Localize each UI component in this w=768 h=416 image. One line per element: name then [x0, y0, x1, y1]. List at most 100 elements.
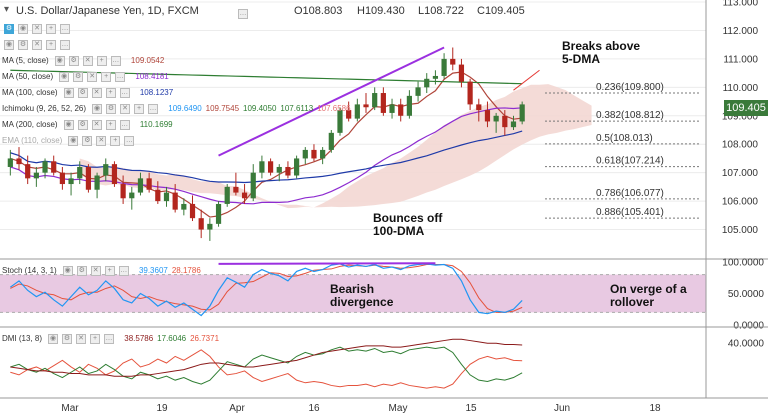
eye-icon[interactable]: ◉ [54, 56, 65, 66]
time-tick-label: Apr [229, 403, 245, 414]
candle-body [146, 178, 152, 190]
add-icon[interactable]: + [104, 266, 115, 276]
more-icon[interactable]: … [238, 9, 248, 19]
remove-icon[interactable]: ✕ [76, 334, 87, 344]
settings-icon[interactable]: ⚙ [77, 88, 88, 98]
dmi-value-2: 17.6046 [157, 334, 187, 344]
indicator-label: MA (200, close) [2, 120, 58, 130]
add-icon[interactable]: + [96, 56, 107, 66]
eye-icon[interactable]: ◉ [63, 88, 74, 98]
price-tick-label: 113.000 [723, 0, 759, 9]
indicator-ma50[interactable]: MA (50, close) ◉ ⚙ ✕ +… 108.4181 [2, 72, 173, 86]
time-tick-label: 16 [308, 403, 320, 414]
remove-icon[interactable]: ✕ [32, 40, 42, 50]
eye-icon[interactable]: ◉ [48, 334, 59, 344]
more-icon[interactable]: … [60, 24, 70, 34]
remove-icon[interactable]: ✕ [96, 136, 107, 146]
dmi-panel: 40.0000 [10, 339, 764, 389]
ichimoku-value-1: 109.6490 [168, 104, 202, 114]
candle [259, 155, 265, 179]
remove-icon[interactable]: ✕ [32, 24, 42, 34]
collapse-icon[interactable]: ▾ [4, 4, 10, 15]
add-icon[interactable]: + [46, 40, 56, 50]
remove-icon[interactable]: ✕ [90, 266, 101, 276]
settings-icon[interactable]: ⚙ [68, 56, 79, 66]
add-icon[interactable]: + [105, 88, 116, 98]
add-icon[interactable]: + [110, 136, 121, 146]
candle-body [163, 192, 170, 202]
settings-icon[interactable]: ⚙ [62, 334, 73, 344]
add-icon[interactable]: + [134, 104, 145, 114]
add-icon[interactable]: + [90, 334, 101, 344]
candle [398, 98, 404, 122]
eye-icon[interactable]: ◉ [92, 104, 103, 114]
ichimoku-cloud-area [79, 84, 592, 209]
remove-icon[interactable]: ✕ [82, 56, 93, 66]
eye-icon[interactable]: ◉ [18, 24, 28, 34]
remove-icon[interactable]: ✕ [120, 104, 131, 114]
more-icon[interactable]: … [124, 136, 135, 146]
indicator-ma5[interactable]: MA (5, close) ◉ ⚙ ✕ +… 109.0542 [2, 56, 168, 70]
candle-body [337, 110, 343, 133]
indicator-ma200[interactable]: MA (200, close) ◉ ⚙ ✕ +… 110.1699 [2, 120, 177, 134]
time-axis: Mar 19 Apr 16 May 15 Jun 18 [61, 403, 661, 414]
settings-icon[interactable]: ⚙ [106, 104, 117, 114]
candle [77, 161, 83, 185]
more-icon[interactable]: … [119, 88, 130, 98]
indicator-label: EMA (110, close) [2, 136, 63, 146]
candle-body [389, 104, 395, 113]
indicator-ma100[interactable]: MA (100, close) ◉ ⚙ ✕ +… 108.1237 [2, 88, 177, 102]
more-icon[interactable]: … [148, 104, 159, 114]
price-tick-label: 110.000 [723, 83, 759, 94]
settings-icon[interactable]: ⚙ [77, 120, 88, 130]
remove-icon[interactable]: ✕ [87, 72, 98, 82]
indicator-label: MA (5, close) [2, 56, 49, 66]
settings-icon[interactable]: ⚙ [76, 266, 87, 276]
eye-icon[interactable]: ◉ [68, 136, 79, 146]
candle-body [215, 203, 222, 224]
add-icon[interactable]: + [46, 24, 56, 34]
more-icon[interactable]: … [110, 56, 121, 66]
more-icon[interactable]: … [119, 120, 130, 130]
eye-icon[interactable]: ◉ [63, 120, 74, 130]
eye-icon[interactable]: ◉ [4, 40, 14, 50]
indicator-ema110[interactable]: EMA (110, close) ◉ ⚙ ✕ +… [2, 136, 142, 150]
chart-settings-icon[interactable]: ⚙ [4, 24, 14, 34]
price-tick-label: 105.000 [722, 225, 759, 236]
settings-icon[interactable]: ⚙ [73, 72, 84, 82]
indicator-ichimoku[interactable]: Ichimoku (9, 26, 52, 26) ◉ ⚙ ✕ +… 109.6490 10… [2, 104, 355, 118]
more-icon[interactable]: … [118, 266, 129, 276]
more-icon[interactable]: … [104, 334, 115, 344]
ichimoku-value-3: 109.4050 [243, 104, 277, 114]
candle [406, 90, 412, 119]
eye-icon[interactable]: ◉ [62, 266, 73, 276]
candle [146, 172, 152, 193]
dmi-value-1: 38.5786 [124, 334, 154, 344]
candle-body [233, 186, 239, 193]
more-icon[interactable]: … [115, 72, 126, 82]
remove-icon[interactable]: ✕ [91, 88, 102, 98]
settings-icon[interactable]: ⚙ [18, 40, 28, 50]
candle [207, 218, 213, 241]
candle [458, 58, 465, 88]
eye-icon[interactable]: ◉ [59, 72, 70, 82]
candle [346, 101, 352, 122]
candle [16, 147, 22, 170]
stoch-legend[interactable]: Stoch (14, 3, 1) ◉ ⚙ ✕ +… 39.3607 28.1786 [2, 266, 205, 280]
add-icon[interactable]: + [101, 72, 112, 82]
candle-body [285, 166, 291, 176]
more-icon[interactable]: … [60, 40, 70, 50]
indicator-value: 109.0542 [130, 56, 165, 66]
candle [467, 78, 473, 111]
price-tick-label: 106.000 [722, 197, 759, 208]
candle [432, 70, 439, 85]
add-icon[interactable]: + [105, 120, 116, 130]
candle [372, 87, 378, 111]
candle [7, 149, 13, 176]
candle-body [68, 178, 74, 185]
dmi-legend[interactable]: DMI (13, 8) ◉ ⚙ ✕ +… 38.5786 17.6046 26.7371 [2, 334, 223, 348]
remove-icon[interactable]: ✕ [91, 120, 102, 130]
ichimoku-cloud [79, 84, 592, 209]
candle-body [502, 115, 508, 128]
settings-icon[interactable]: ⚙ [82, 136, 93, 146]
